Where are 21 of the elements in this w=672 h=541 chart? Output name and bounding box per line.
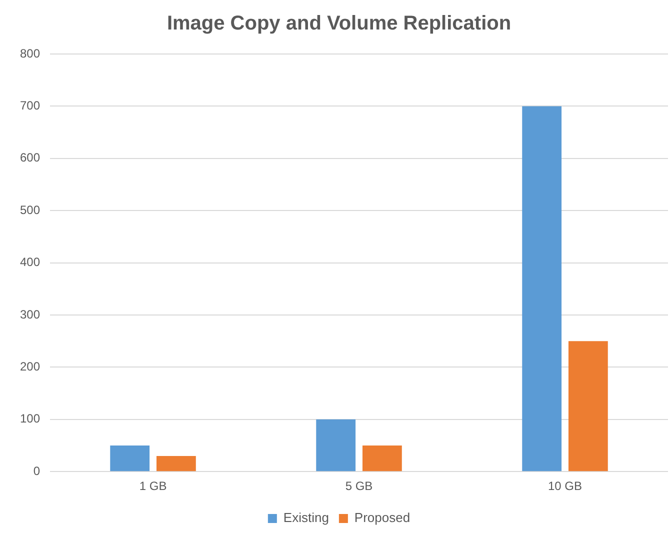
legend-label: Proposed: [354, 510, 410, 526]
bar: [110, 446, 150, 472]
bar: [316, 419, 356, 472]
y-tick-label: 400: [20, 255, 40, 270]
y-tick-label: 0: [33, 464, 40, 478]
x-tick-label: 5 GB: [345, 479, 373, 494]
legend-label: Existing: [283, 510, 329, 526]
bar: [362, 446, 402, 472]
y-tick-label: 600: [20, 150, 40, 165]
bar: [568, 341, 608, 472]
x-tick-label: 10 GB: [548, 479, 582, 494]
chart-title: Image Copy and Volume Replication: [166, 12, 512, 35]
y-tick-label: 700: [20, 98, 40, 113]
y-tick-label: 300: [20, 307, 40, 322]
y-tick-label: 800: [20, 46, 40, 60]
y-tick-label: 500: [20, 202, 40, 217]
y-tick-label: 100: [20, 412, 40, 426]
y-tick-label: 200: [20, 360, 40, 374]
bar: [522, 106, 562, 472]
x-tick-label: 1 GB: [139, 479, 167, 494]
bar: [156, 456, 196, 472]
